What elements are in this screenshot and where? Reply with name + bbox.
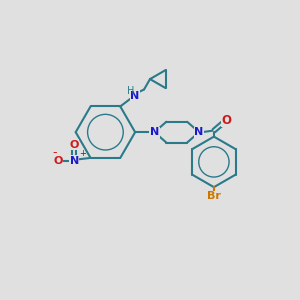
Text: N: N (194, 127, 204, 137)
Text: N: N (130, 91, 140, 101)
Text: O: O (70, 140, 79, 149)
Text: H: H (127, 85, 134, 96)
Text: Br: Br (207, 191, 221, 201)
Text: N: N (70, 156, 79, 166)
Text: +: + (79, 148, 86, 158)
Text: O: O (221, 114, 231, 127)
Text: N: N (150, 127, 159, 137)
Text: O: O (53, 156, 62, 166)
Text: -: - (52, 146, 57, 159)
